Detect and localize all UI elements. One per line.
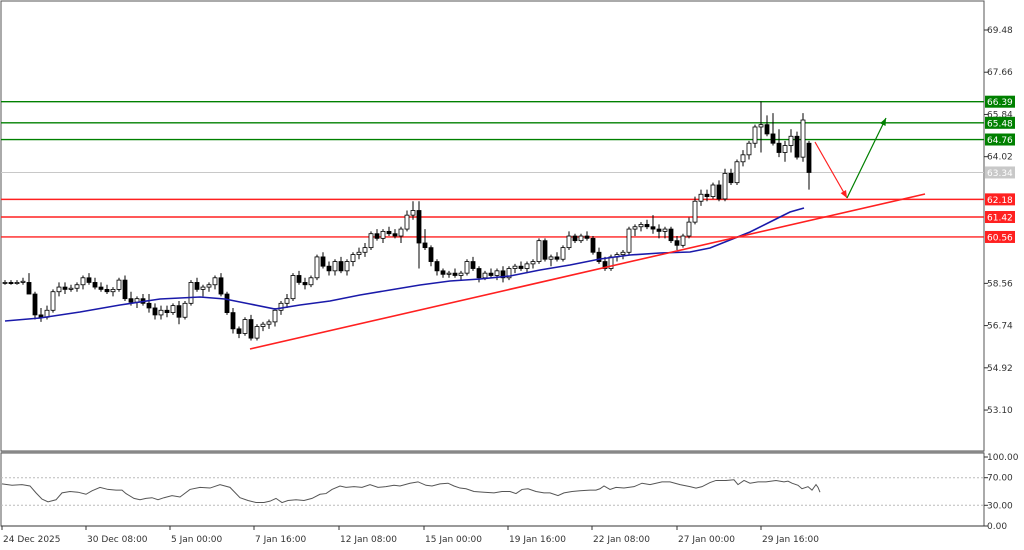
svg-text:61.42: 61.42	[987, 214, 1013, 224]
price-axis: 69.48 67.66 65.84 64.02 58.56 56.74 54.92 53.10…	[984, 26, 1015, 416]
svg-text:7 Jan 16:00: 7 Jan 16:00	[255, 535, 307, 545]
svg-text:70.00: 70.00	[987, 474, 1013, 484]
horizontal-levels	[1, 100, 984, 238]
svg-text:30.00: 30.00	[987, 501, 1013, 511]
svg-text:29 Jan 16:00: 29 Jan 16:00	[762, 535, 819, 545]
candlesticks	[2, 101, 812, 341]
svg-text:64.76: 64.76	[987, 136, 1013, 146]
svg-text:0.00: 0.00	[987, 522, 1007, 532]
svg-text:62.18: 62.18	[987, 196, 1013, 206]
projection-arrows	[814, 117, 887, 199]
svg-text:30 Dec 08:00: 30 Dec 08:00	[87, 535, 148, 545]
svg-text:12 Jan 08:00: 12 Jan 08:00	[340, 535, 397, 545]
svg-text:65.48: 65.48	[987, 119, 1013, 129]
svg-text:22 Jan 08:00: 22 Jan 08:00	[593, 535, 650, 545]
svg-text:19 Jan 16:00: 19 Jan 16:00	[509, 535, 566, 545]
svg-text:54.92: 54.92	[987, 364, 1013, 374]
svg-text:60.56: 60.56	[987, 233, 1013, 243]
trendline	[249, 193, 926, 350]
svg-text:27 Jan 00:00: 27 Jan 00:00	[678, 535, 735, 545]
svg-text:5 Jan 00:00: 5 Jan 00:00	[171, 535, 223, 545]
chart-frame	[0, 0, 985, 527]
svg-text:53.10: 53.10	[987, 406, 1013, 416]
svg-text:63.34: 63.34	[987, 169, 1013, 179]
time-axis: 24 Dec 2025 30 Dec 08:00 5 Jan 00:00 7 Jan …	[1, 525, 984, 545]
svg-text:56.74: 56.74	[987, 322, 1013, 332]
svg-text:58.56: 58.56	[987, 279, 1013, 289]
svg-text:69.48: 69.48	[987, 26, 1013, 36]
svg-text:100.00: 100.00	[987, 453, 1019, 463]
svg-text:65.84: 65.84	[987, 110, 1013, 120]
svg-text:15 Jan 00:00: 15 Jan 00:00	[425, 535, 482, 545]
rsi-panel: 100.00 70.00 30.00 0.00	[1, 453, 1019, 532]
svg-text:24 Dec 2025: 24 Dec 2025	[3, 535, 61, 545]
svg-text:64.02: 64.02	[987, 153, 1013, 163]
svg-text:67.66: 67.66	[987, 68, 1013, 78]
moving-average-line	[4, 207, 805, 322]
svg-text:66.39: 66.39	[987, 98, 1013, 108]
